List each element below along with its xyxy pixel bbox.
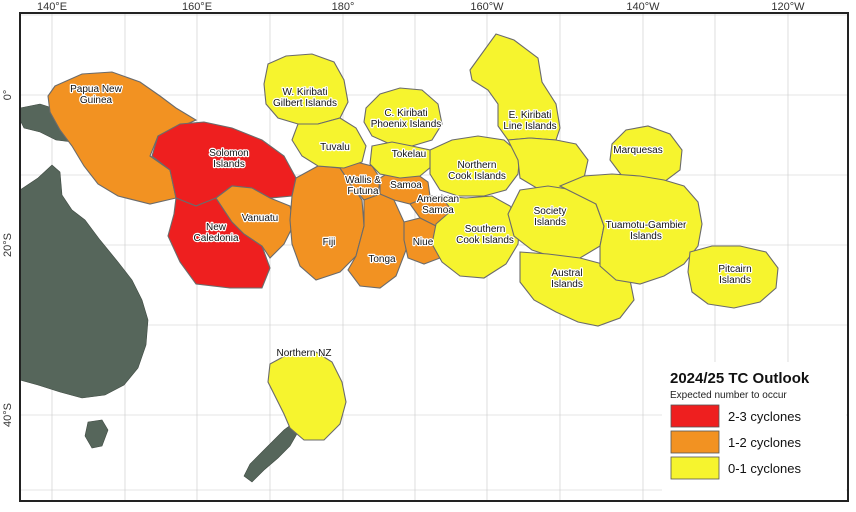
region-label-line: Solomon <box>209 148 248 159</box>
region-ncook[interactable] <box>429 135 521 197</box>
region-label-line: Line Islands <box>503 121 556 132</box>
region-label-line: American <box>417 194 459 205</box>
region-label-line: Tonga <box>368 254 396 265</box>
region-label-line: Phoenix Islands <box>371 119 442 130</box>
lon-label-160e: 160°E <box>182 1 212 13</box>
region-label-amsamoa: American Samoa <box>417 194 459 216</box>
region-label-line: Caledonia <box>193 233 238 244</box>
region-label-line: Wallis & <box>345 175 381 186</box>
region-label-wallis: Wallis & Futuna <box>345 175 381 197</box>
region-marquesas[interactable] <box>609 125 683 185</box>
legend: 2024/25 TC Outlook Expected number to oc… <box>662 362 846 500</box>
region-label-line: W. Kiribati <box>282 87 327 98</box>
region-label-line: Cook Islands <box>456 235 514 246</box>
region-label-line: Islands <box>551 279 583 290</box>
region-label-solomon: Solomon Islands <box>209 148 248 170</box>
region-label-line: Pitcairn <box>718 264 751 275</box>
region-label-line: Southern <box>465 224 506 235</box>
legend-label-high: 2-3 cyclones <box>728 409 801 424</box>
region-label-vanuatu: Vanuatu <box>242 213 279 224</box>
lon-label-180: 180° <box>332 1 355 13</box>
region-label-line: Vanuatu <box>242 213 279 224</box>
latitude-labels: 0° 20°S 40°S <box>2 90 14 427</box>
lat-label-20s: 20°S <box>2 233 14 257</box>
region-label-line: Tuamotu-Gambier <box>606 220 687 231</box>
region-label-society: Society Islands <box>534 206 567 228</box>
region-pitcairn[interactable] <box>687 245 779 309</box>
region-label-line: Austral <box>551 268 582 279</box>
lon-label-140e: 140°E <box>37 1 67 13</box>
region-tuvalu[interactable] <box>291 117 367 169</box>
lon-label-140w: 140°W <box>626 1 660 13</box>
region-label-line: Samoa <box>422 205 454 216</box>
region-label-scook: Southern Cook Islands <box>456 224 514 246</box>
region-label-line: Islands <box>719 275 751 286</box>
region-label-newcal: New Caledonia <box>193 222 238 244</box>
region-label-tuvalu: Tuvalu <box>320 142 350 153</box>
legend-swatch-high <box>670 404 720 428</box>
legend-title: 2024/25 TC Outlook <box>670 370 810 387</box>
region-label-line: Marquesas <box>613 145 662 156</box>
region-label-line: Islands <box>213 159 245 170</box>
region-label-ckiribati: C. Kiribati Phoenix Islands <box>371 108 442 130</box>
region-label-austral: Austral Islands <box>551 268 583 290</box>
region-label-line: Islands <box>630 231 662 242</box>
region-scook[interactable] <box>431 195 521 279</box>
outlook-regions <box>47 33 779 441</box>
region-tonga[interactable] <box>347 193 407 289</box>
region-label-png: Papua New Guinea <box>70 84 122 106</box>
region-nnz[interactable] <box>267 351 347 441</box>
australia-land <box>19 164 149 399</box>
region-label-fiji: Fiji <box>323 237 336 248</box>
legend-label-medium: 1-2 cyclones <box>728 435 801 450</box>
region-label-line: Fiji <box>323 237 336 248</box>
longitude-labels: 140°E 160°E 180° 160°W 140°W 120°W <box>37 1 805 13</box>
region-ckiribati[interactable] <box>363 87 443 147</box>
region-label-line: Gilbert Islands <box>273 98 337 109</box>
region-label-line: Cook Islands <box>448 171 506 182</box>
region-label-wkiribati: W. Kiribati Gilbert Islands <box>273 87 337 109</box>
region-label-line: Tuvalu <box>320 142 350 153</box>
region-label-line: Samoa <box>390 180 422 191</box>
region-label-line: Society <box>534 206 567 217</box>
region-label-tuamotu: Tuamotu-Gambier Islands <box>606 220 687 242</box>
region-label-line: Northern <box>458 160 497 171</box>
region-label-niue: Niue <box>413 237 434 248</box>
legend-swatch-medium <box>670 430 720 454</box>
new-zealand-south-land <box>243 423 299 483</box>
region-label-samoa: Samoa <box>390 180 422 191</box>
legend-swatch-low <box>670 456 720 480</box>
region-label-ekiribati: E. Kiribati Line Islands <box>503 110 556 132</box>
region-label-line: Tokelau <box>392 149 426 160</box>
tasmania-land <box>84 419 109 449</box>
map-frame <box>19 12 849 502</box>
lat-label-40s: 40°S <box>2 403 14 427</box>
region-label-nnz: Northern NZ <box>276 348 331 359</box>
region-label-ncook: Northern Cook Islands <box>448 160 506 182</box>
region-label-line: New <box>206 222 227 233</box>
lon-label-120w: 120°W <box>771 1 805 13</box>
lat-label-0: 0° <box>2 90 14 101</box>
region-tokelau[interactable] <box>369 141 433 179</box>
region-label-marquesas: Marquesas <box>613 145 662 156</box>
region-label-line: Niue <box>413 237 434 248</box>
region-label-line: Northern NZ <box>276 348 331 359</box>
region-label-line: Papua New <box>70 84 122 95</box>
legend-subtitle: Expected number to occur <box>670 390 787 401</box>
region-label-pitcairn: Pitcairn Islands <box>718 264 751 286</box>
region-label-line: C. Kiribati <box>384 108 427 119</box>
region-label-line: Islands <box>534 217 566 228</box>
lon-label-160w: 160°W <box>470 1 504 13</box>
region-label-line: E. Kiribati <box>509 110 552 121</box>
region-label-tonga: Tonga <box>368 254 396 265</box>
legend-label-low: 0-1 cyclones <box>728 461 801 476</box>
region-vanuatu[interactable] <box>215 185 295 259</box>
region-label-line: Guinea <box>80 95 113 106</box>
region-label-tokelau: Tokelau <box>392 149 426 160</box>
region-label-line: Futuna <box>347 186 379 197</box>
